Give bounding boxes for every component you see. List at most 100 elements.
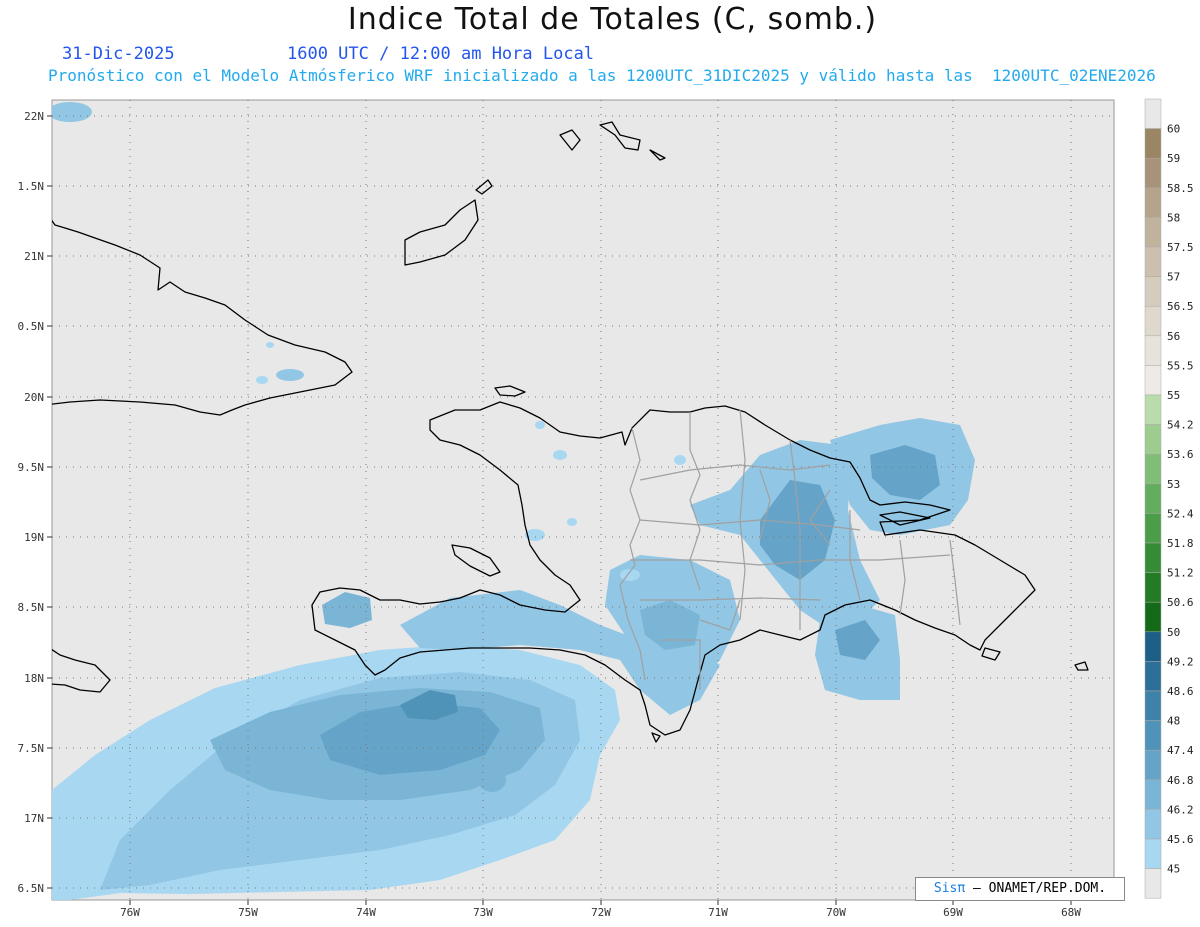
credit-box: Sisπ – ONAMET/REP.DOM. [915,877,1125,901]
lat-axis: 22N 1.5N 21N 0.5N 20N 9.5N 19N 8.5N 18N … [18,110,45,895]
lat-label: 0.5N [18,320,45,333]
colorbar-swatch [1144,838,1162,869]
lat-ticks [47,115,52,889]
lat-label: 8.5N [18,601,45,614]
colorbar-swatch [1144,868,1162,899]
colorbar-label: 46.2 [1167,803,1194,816]
shading-cell [52,102,92,122]
coast-caicos [559,129,581,151]
colorbar-swatch [1144,661,1162,692]
coast-cuba [52,219,353,416]
coast-gonave [451,544,501,577]
lat-label: 19N [24,531,44,544]
shading-dr-northeast-core [870,445,940,500]
lon-axis: 76W 75W 74W 73W 72W 71W 70W 69W 68W [120,906,1081,919]
lon-label: 74W [356,906,376,919]
lon-label: 76W [120,906,140,919]
colorbar-label: 51.2 [1167,567,1194,580]
lat-label: 6.5N [18,882,45,895]
shading-cell [209,824,221,832]
colorbar-swatch [1144,631,1162,662]
credit-text: – ONAMET/REP.DOM. [973,881,1107,896]
lat-label: 1.5N [18,180,45,193]
colorbar-label: 48 [1167,715,1180,728]
lat-label: 21N [24,250,44,263]
colorbar-label: 46.8 [1167,774,1194,787]
colorbar-swatch [1144,394,1162,425]
lon-label: 75W [238,906,258,919]
lat-label: 7.5N [18,742,45,755]
coast-saona [981,647,1001,661]
lon-label: 68W [1061,906,1081,919]
coast-hispaniola [311,401,1036,736]
shading-dr-core [760,480,835,580]
shading-plume-max [400,690,458,720]
shading-plume-core [320,702,500,775]
colorbar-swatch [1144,453,1162,485]
colorbar-label: 55.5 [1167,359,1194,372]
lat-label: 17N [24,812,44,825]
lat-label: 9.5N [18,461,45,474]
colorbar-swatch [1144,128,1162,159]
colorbar-swatch [1144,217,1162,248]
colorbar-label: 56.5 [1167,300,1194,313]
colorbar-swatch [1144,98,1162,129]
coast-samana [879,511,931,526]
colorbar-swatch [1144,276,1162,307]
graticule [52,100,1114,900]
coast-tortuga [494,385,526,397]
coast-cuba-south [52,648,111,693]
lat-label: 18N [24,672,44,685]
shading-cell [478,768,506,792]
shading-haiti-tip [322,592,372,628]
colorbar-label: 57 [1167,271,1180,284]
colorbar-swatch [1144,365,1162,396]
colorbar-swatch [1144,749,1162,781]
lon-label: 73W [473,906,493,919]
coast-beata [651,732,661,743]
colorbar-label: 47.4 [1167,744,1194,757]
colorbar-label: 59 [1167,152,1180,165]
shading-cell [567,518,577,526]
colorbar-label: 57.5 [1167,241,1194,254]
colorbar-swatch [1144,187,1162,218]
colorbar-swatch [1144,424,1162,455]
colorbar-label: 45.6 [1167,833,1194,846]
colorbar-swatch [1144,601,1162,633]
colorbar-label: 51.8 [1167,537,1194,550]
colorbar-swatch [1144,157,1162,189]
colorbar-swatch [1144,305,1162,337]
shading-cell [256,376,268,384]
shading-cell [525,529,545,541]
lat-label: 22N [24,110,44,123]
sispi-logo: Sisπ [933,881,966,896]
colorbar-swatch [1144,809,1162,840]
forecast-description: Pronóstico con el Modelo Atmósferico WRF… [48,66,1156,85]
coast-turks [599,121,641,151]
coast-mona [1074,661,1089,671]
province-borders [619,409,961,690]
colorbar: 60 59 58.5 58 57.5 57 56.5 56 55.5 55 54.2 53.6 53 52… [1144,98,1194,899]
colorbar-swatch [1144,720,1162,751]
colorbar-label: 60 [1167,123,1180,136]
colorbar-label: 52.4 [1167,507,1194,520]
colorbar-label: 54.2 [1167,419,1194,432]
coast-great-inagua [404,199,479,266]
colorbar-swatch [1144,690,1162,721]
shading-haiti-south [400,590,720,715]
lon-label: 72W [591,906,611,919]
colorbar-label: 55 [1167,389,1180,402]
colorbar-swatch [1144,246,1162,277]
colorbar-label: 58 [1167,211,1180,224]
colorbar-label: 56 [1167,330,1180,343]
shading-dr-southwest-core [640,600,700,650]
shading-cell [276,369,304,381]
lat-label: 20N [24,391,44,404]
colorbar-label: 50 [1167,626,1180,639]
colorbar-swatch [1144,513,1162,544]
shading-cell [266,342,274,348]
colorbar-label: 49.2 [1167,655,1194,668]
coast-turks-east [649,149,666,161]
forecast-date: 31-Dic-2025 [62,44,175,64]
